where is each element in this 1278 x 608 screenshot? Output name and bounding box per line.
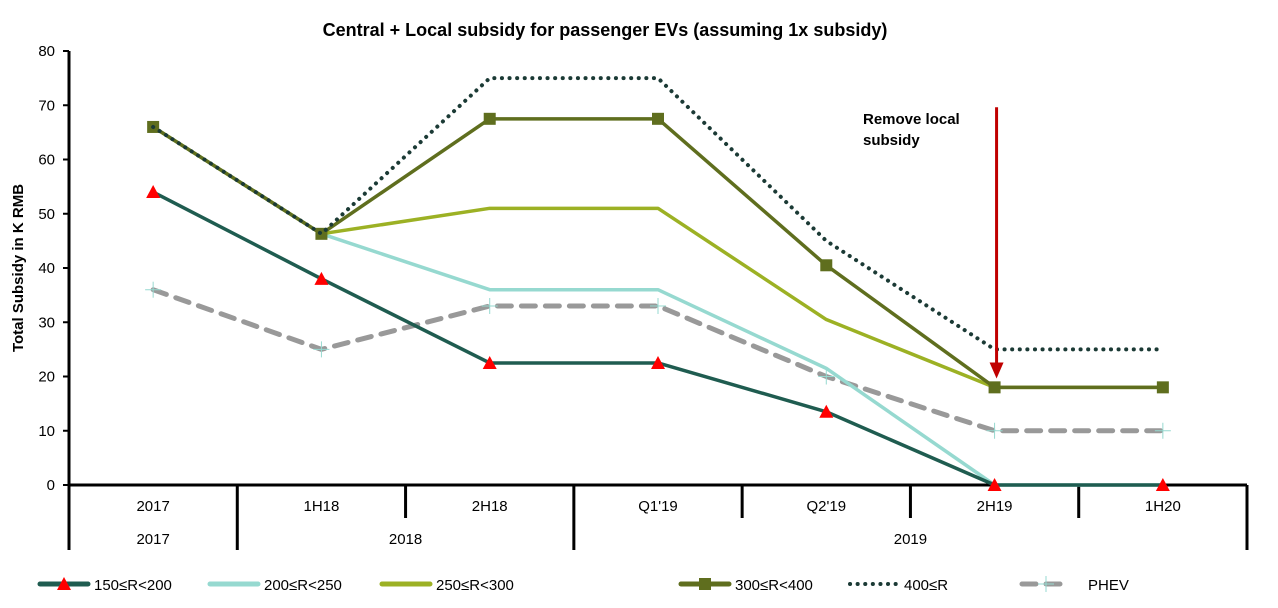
legend-label: 200≤R<250: [264, 577, 342, 594]
legend-item: 300≤R<400: [678, 577, 813, 594]
data-point: [57, 577, 71, 590]
x-tick-label: 2H19: [977, 498, 1013, 515]
series-400≤R: [151, 76, 1165, 352]
data-point: [987, 478, 1002, 491]
x-group-label: 2019: [894, 531, 927, 548]
legend-item: PHEV: [1019, 576, 1129, 594]
x-tick-label: 1H18: [303, 498, 339, 515]
arrow-head-icon: [989, 362, 1004, 379]
data-point: [314, 271, 329, 285]
x-tick-label: 2017: [136, 498, 169, 515]
y-tick-label: 40: [38, 260, 55, 277]
data-point: [651, 355, 665, 369]
chart-title: Central + Local subsidy for passenger EV…: [323, 20, 888, 40]
y-axis-label: Total Subsidy in K RMB: [10, 184, 27, 352]
data-point: [699, 578, 711, 590]
series-150≤R<200: [146, 185, 1170, 491]
data-point: [146, 185, 161, 199]
x-group-label: 2018: [389, 531, 422, 548]
data-point: [482, 355, 497, 369]
legend: 150≤R<200 200≤R<250 250≤R<300 300≤R<400 400≤…: [37, 576, 1129, 594]
series-line: [151, 76, 1165, 352]
y-tick-label: 60: [38, 152, 55, 169]
x-tick-label: 2H18: [472, 498, 508, 515]
annotation-text: subsidy: [863, 132, 920, 149]
legend-label: 400≤R: [904, 577, 948, 594]
series-line: [152, 117, 1163, 390]
annotation: Remove local subsidy: [863, 107, 1004, 379]
data-point: [819, 404, 834, 418]
series-layer: [145, 76, 1171, 491]
x-tick-label: Q2'19: [807, 498, 847, 515]
y-tick-label: 80: [38, 43, 55, 60]
y-tick-label: 30: [38, 314, 55, 331]
legend-item: 400≤R: [848, 577, 948, 594]
data-point: [1156, 381, 1169, 394]
y-tick-label: 70: [38, 97, 55, 114]
annotation-text: Remove local: [863, 111, 960, 128]
x-tick-label: Q1'19: [638, 498, 678, 515]
data-point: [483, 112, 496, 125]
legend-label: PHEV: [1088, 577, 1129, 594]
y-axis: 0 10 20 30 40 50 60 70 80: [38, 43, 71, 494]
data-point: [652, 112, 664, 125]
y-tick-label: 0: [47, 477, 55, 494]
legend-item: 150≤R<200: [37, 577, 172, 594]
series-line: [152, 190, 1163, 487]
data-point: [988, 381, 1001, 394]
legend-label: 250≤R<300: [436, 577, 514, 594]
series-300≤R<400: [147, 112, 1169, 394]
y-tick-label: 10: [38, 423, 55, 440]
x-axis: 2017 1H18 2H18 Q1'19 Q2'19 2H19 1H20 2017 2018 20…: [67, 483, 1249, 550]
legend-label: 150≤R<200: [94, 577, 172, 594]
legend-item: 200≤R<250: [207, 577, 342, 594]
data-point: [820, 259, 833, 272]
data-point: [1155, 478, 1170, 491]
y-tick-label: 20: [38, 369, 55, 386]
legend-item: 250≤R<300: [379, 577, 514, 594]
y-tick-label: 50: [38, 206, 55, 223]
legend-label: 300≤R<400: [735, 577, 813, 594]
series-PHEV: [145, 281, 1171, 439]
x-tick-label: 1H20: [1145, 498, 1181, 515]
x-group-label: 2017: [136, 531, 169, 548]
